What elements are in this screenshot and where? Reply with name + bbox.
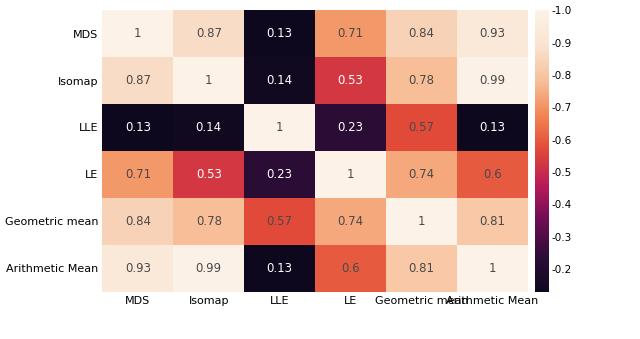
Text: 0.13: 0.13 xyxy=(267,262,292,275)
Text: 0.87: 0.87 xyxy=(125,74,151,87)
Text: 0.6: 0.6 xyxy=(483,168,502,181)
Text: 0.57: 0.57 xyxy=(267,215,292,228)
Text: 1: 1 xyxy=(134,27,141,40)
Text: 0.6: 0.6 xyxy=(341,262,360,275)
Text: 0.93: 0.93 xyxy=(125,262,151,275)
Text: 1: 1 xyxy=(489,262,496,275)
Text: 0.93: 0.93 xyxy=(479,27,506,40)
Text: 0.71: 0.71 xyxy=(125,168,151,181)
Text: 0.81: 0.81 xyxy=(479,215,506,228)
Text: 0.23: 0.23 xyxy=(267,168,292,181)
Text: 0.13: 0.13 xyxy=(125,121,151,134)
Text: 0.74: 0.74 xyxy=(338,215,364,228)
Text: 0.74: 0.74 xyxy=(408,168,435,181)
Text: 0.99: 0.99 xyxy=(196,262,222,275)
Text: 1: 1 xyxy=(418,215,426,228)
Text: 0.78: 0.78 xyxy=(408,74,435,87)
Text: 1: 1 xyxy=(347,168,355,181)
Text: 0.13: 0.13 xyxy=(479,121,506,134)
Text: 0.78: 0.78 xyxy=(196,215,222,228)
Text: 0.23: 0.23 xyxy=(338,121,364,134)
Text: 0.14: 0.14 xyxy=(196,121,222,134)
Text: 0.84: 0.84 xyxy=(408,27,435,40)
Text: 0.53: 0.53 xyxy=(338,74,364,87)
Text: 0.71: 0.71 xyxy=(338,27,364,40)
Text: 0.14: 0.14 xyxy=(267,74,292,87)
Text: 0.57: 0.57 xyxy=(408,121,435,134)
Text: 0.53: 0.53 xyxy=(196,168,221,181)
Text: 1: 1 xyxy=(276,121,284,134)
Text: 0.81: 0.81 xyxy=(408,262,435,275)
Text: 0.84: 0.84 xyxy=(125,215,151,228)
Text: 1: 1 xyxy=(205,74,212,87)
Text: 0.13: 0.13 xyxy=(267,27,292,40)
Text: 0.87: 0.87 xyxy=(196,27,222,40)
Text: 0.99: 0.99 xyxy=(479,74,506,87)
